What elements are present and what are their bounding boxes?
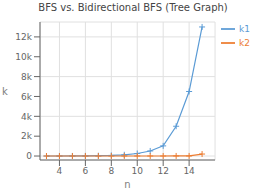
svg-text:0: 0: [26, 151, 32, 161]
html-text:k1: k1: [239, 23, 250, 34]
svg-text:10k: 10k: [15, 52, 32, 62]
html-text:BFS vs. Bidirectional BFS (Tre: BFS vs. Bidirectional BFS (Tree Graph): [38, 2, 228, 13]
svg-text:14: 14: [183, 166, 195, 176]
svg-text:n: n: [124, 179, 130, 190]
svg-text:4: 4: [57, 166, 63, 176]
svg-text:12k: 12k: [15, 32, 32, 42]
svg-text:8: 8: [108, 166, 114, 176]
svg-text:6: 6: [83, 166, 89, 176]
svg-text:10: 10: [132, 166, 144, 176]
svg-text:2k: 2k: [21, 131, 33, 141]
svg-text:8k: 8k: [21, 72, 33, 82]
svg-text:12: 12: [157, 166, 168, 176]
svg-text:6k: 6k: [21, 92, 33, 102]
html-text:k2: k2: [239, 37, 250, 48]
svg-text:4k: 4k: [21, 112, 33, 122]
